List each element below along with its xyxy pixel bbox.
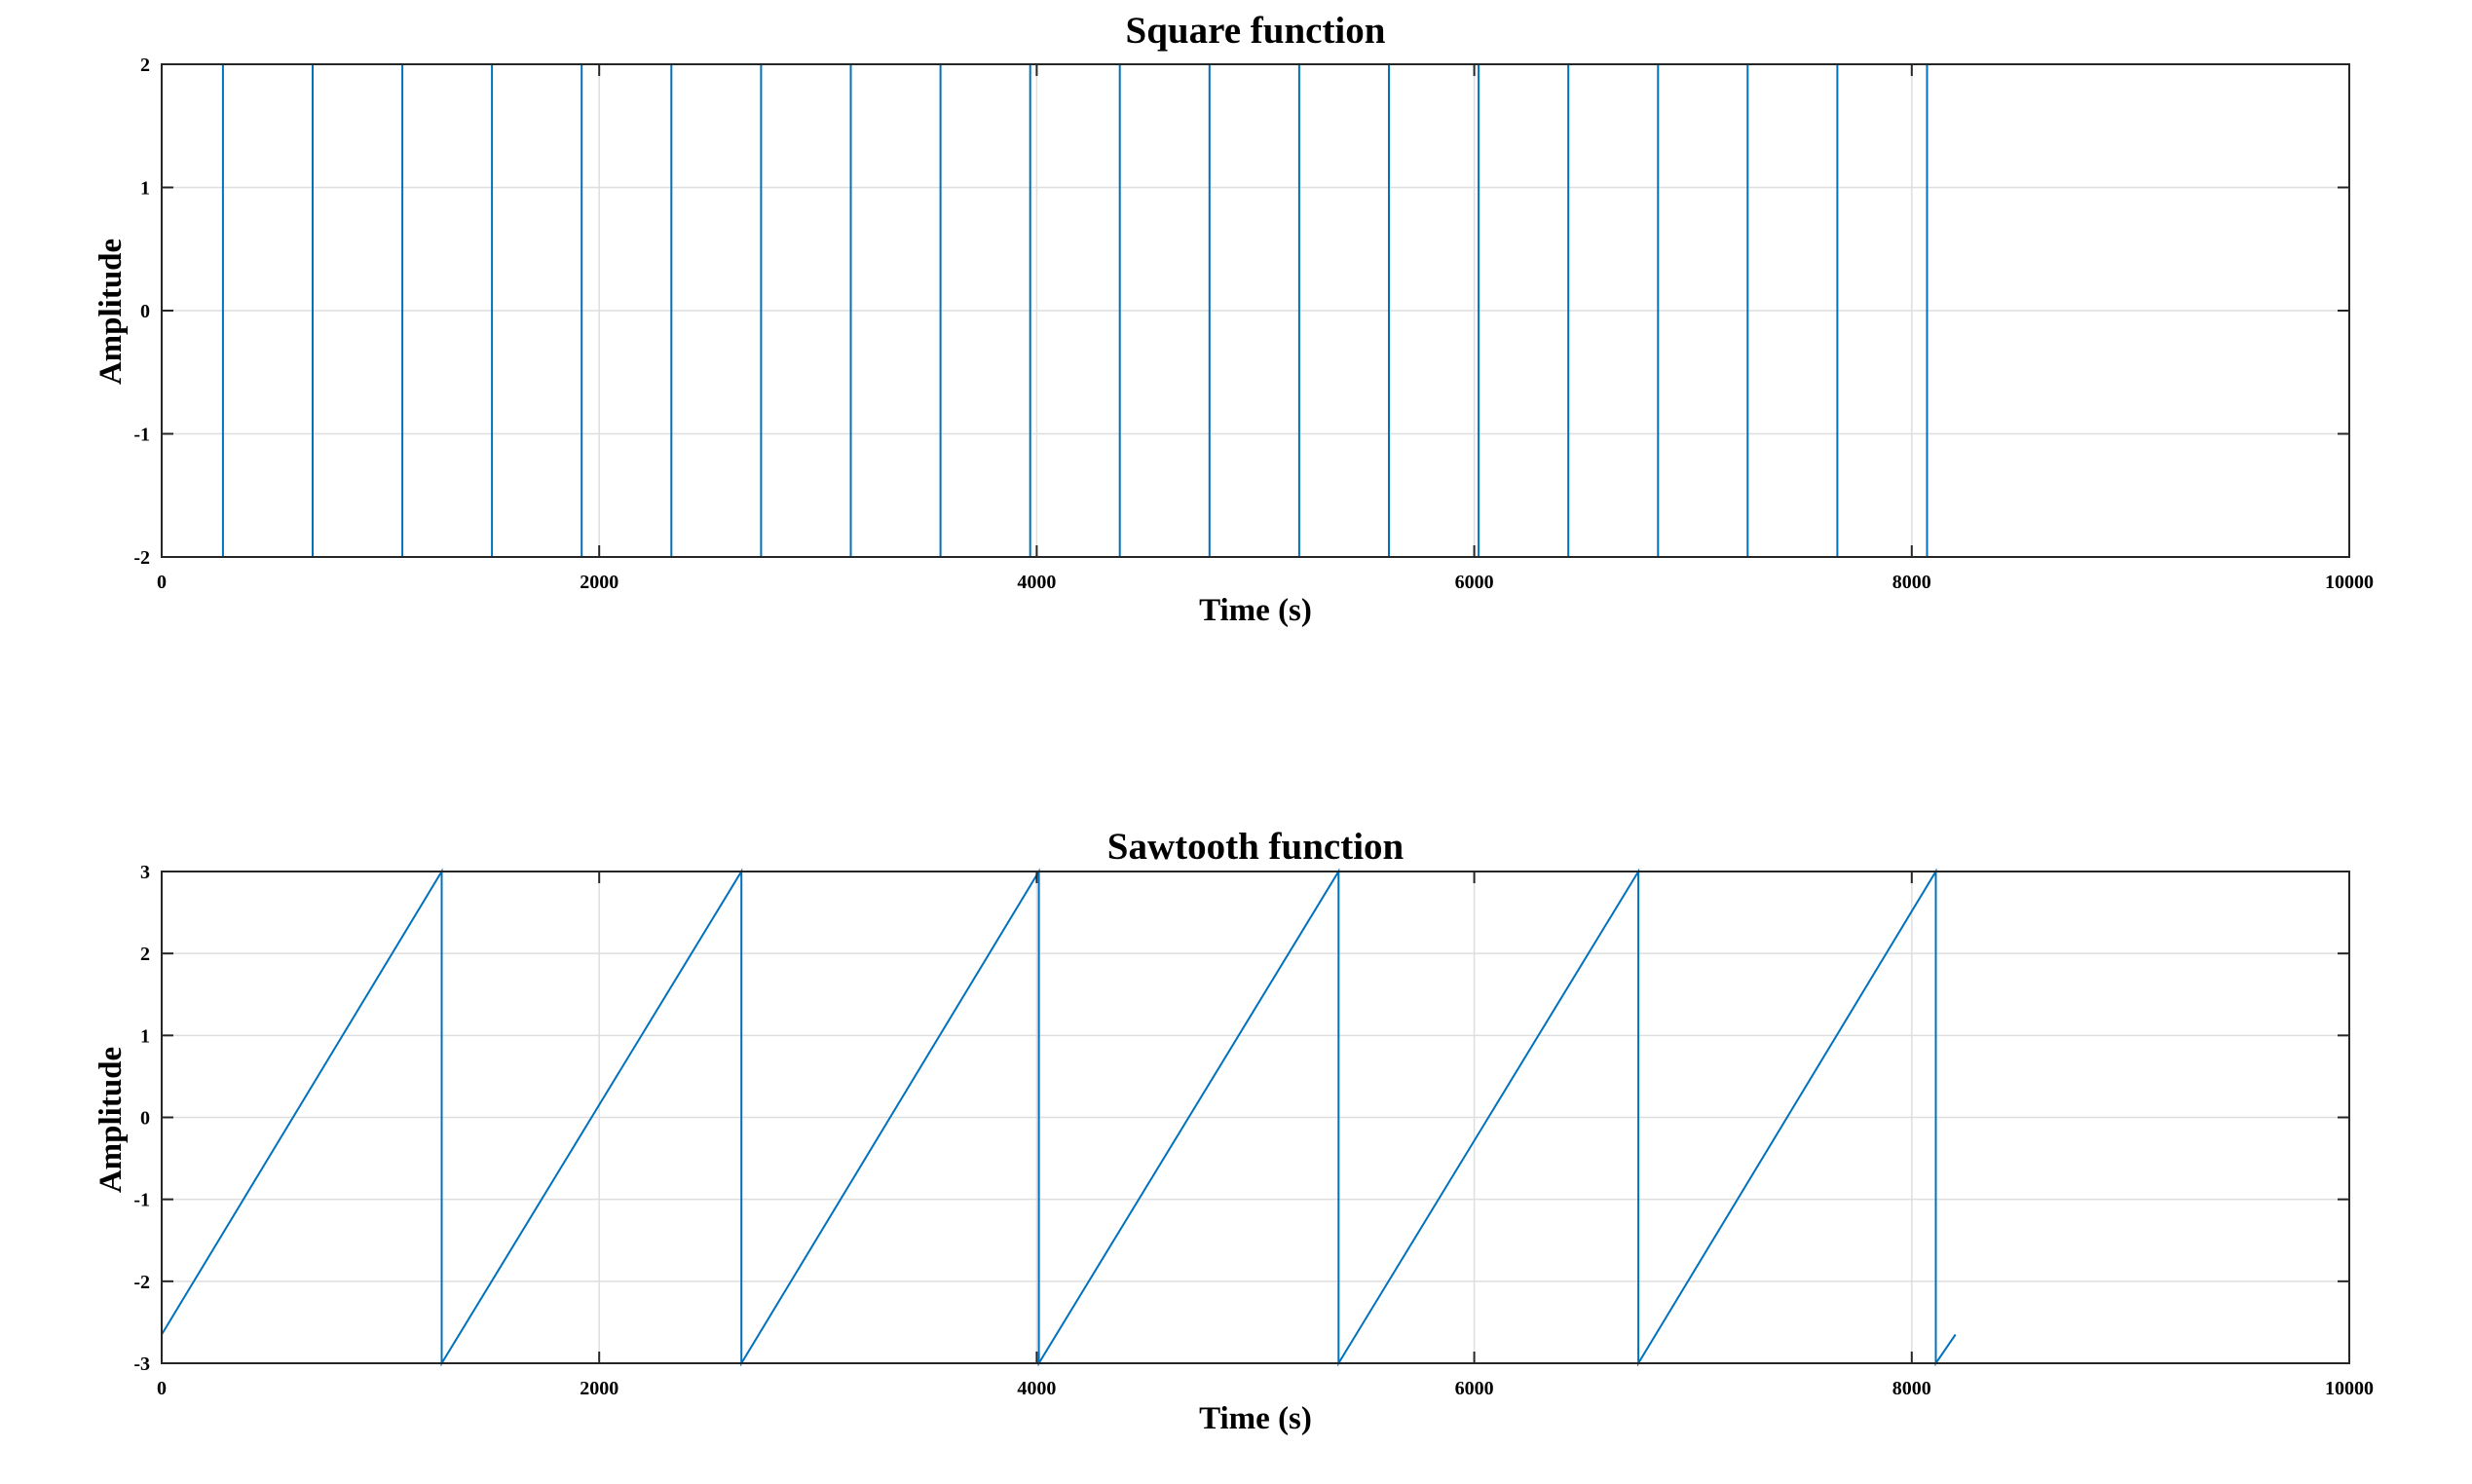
x-tick-label: 2000: [580, 572, 618, 593]
x-tick-label: 0: [157, 572, 167, 593]
x-tick-label: 0: [157, 1378, 167, 1399]
y-axis-label: Amplitude: [94, 1047, 129, 1193]
sawtooth-function-chart: Sawtooth function Time (s) Amplitude 0 20…: [94, 826, 2374, 1436]
y-tick-label: 2: [140, 944, 150, 965]
y-tick-label: -1: [133, 425, 150, 446]
y-tick-label: -1: [133, 1190, 150, 1211]
y-axis-label: Amplitude: [94, 239, 129, 385]
y-tick-label: 0: [140, 1108, 150, 1130]
x-tick-label: 10000: [2325, 1378, 2374, 1399]
x-tick-label: 4000: [1017, 572, 1056, 593]
series-line: [161, 868, 1957, 1367]
x-tick-label: 6000: [1455, 1378, 1494, 1399]
y-tick-label: -3: [133, 1354, 150, 1375]
y-tick-label: 1: [140, 1025, 150, 1047]
chart-title: Sawtooth function: [1107, 826, 1405, 868]
y-tick-label: -2: [133, 547, 150, 569]
y-tick-label: 2: [140, 55, 150, 76]
y-tick-label: 0: [140, 301, 150, 322]
y-tick-label: 3: [140, 862, 150, 883]
x-tick-label: 4000: [1017, 1378, 1056, 1399]
x-tick-label: 6000: [1455, 572, 1494, 593]
square-function-chart: Square function Time (s) Amplitude 0 2000…: [94, 10, 2374, 628]
x-tick-label: 10000: [2325, 572, 2374, 593]
chart-title: Square function: [1126, 10, 1386, 52]
y-tick-label: 1: [140, 178, 150, 200]
y-tick-label: -2: [133, 1272, 150, 1293]
x-tick-label: 8000: [1892, 572, 1931, 593]
x-axis-label: Time (s): [1199, 1401, 1312, 1436]
x-tick-label: 2000: [580, 1378, 618, 1399]
x-tick-label: 8000: [1892, 1378, 1931, 1399]
x-axis-label: Time (s): [1199, 593, 1312, 628]
